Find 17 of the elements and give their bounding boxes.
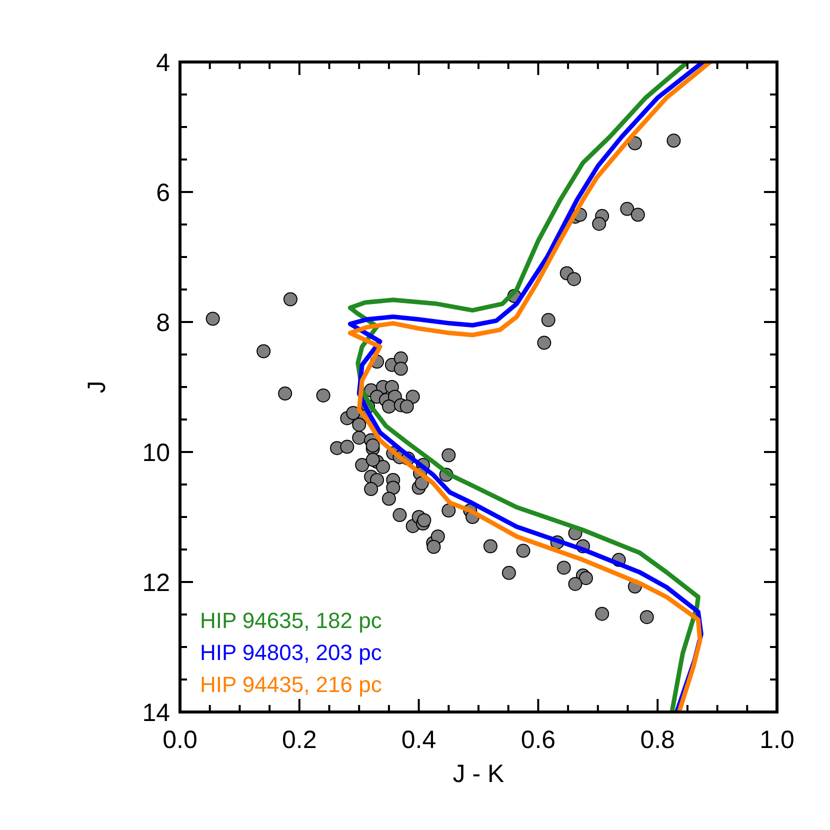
y-tick-label: 4 — [156, 49, 170, 77]
x-tick-label: 0.6 — [520, 726, 556, 754]
y-tick-label: 6 — [156, 179, 170, 207]
y-tick-label: 12 — [142, 569, 170, 597]
x-tick-label: 0.2 — [282, 726, 317, 754]
text: HIP 94635, 182 pc — [200, 608, 382, 633]
x-tick-label: 0.0 — [162, 726, 198, 754]
y-tick-label: 8 — [156, 309, 170, 337]
text: HIP 94803, 203 pc — [200, 640, 382, 665]
x-axis-title: J - K — [452, 760, 505, 788]
y-tick-label: 10 — [142, 439, 170, 467]
x-tick-label: 0.4 — [401, 726, 436, 754]
x-tick-label: 0.8 — [640, 726, 675, 754]
x-tick-label: 1.0 — [760, 726, 794, 754]
text: HIP 94435, 216 pc — [200, 672, 382, 697]
y-axis-title: J — [83, 380, 111, 394]
y-tick-label: 14 — [142, 699, 170, 727]
